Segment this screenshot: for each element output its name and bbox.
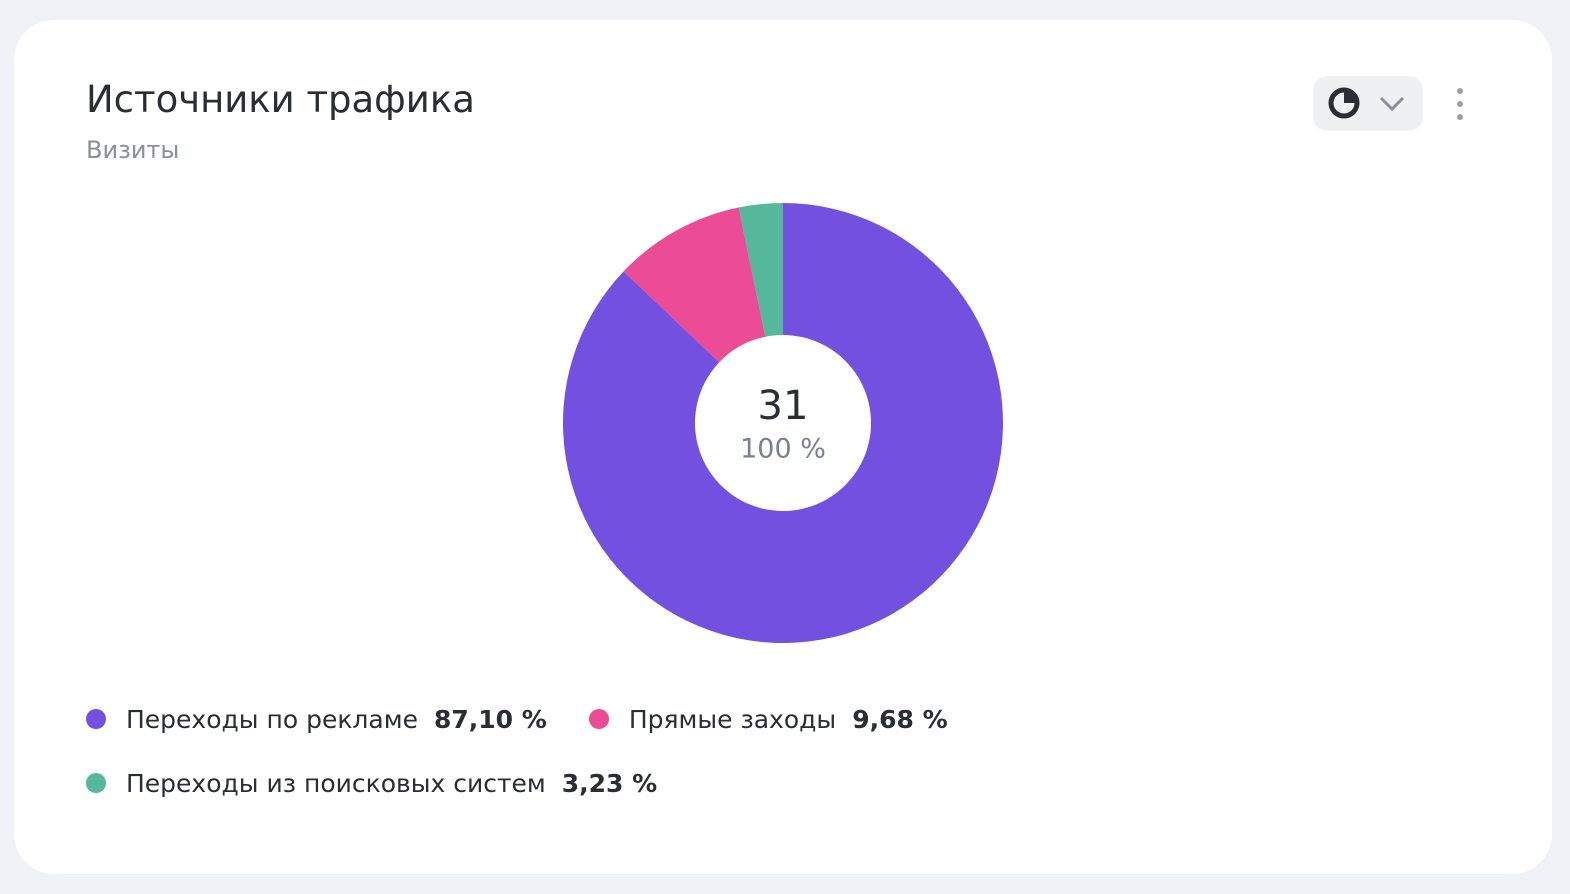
legend-dot [86, 709, 106, 729]
legend-dot [86, 773, 106, 793]
chevron [1379, 96, 1405, 112]
donut-slice [623, 207, 766, 363]
more-button[interactable] [1450, 84, 1470, 124]
chart-title: Источники трафика [86, 78, 475, 121]
button-icons [1328, 87, 1405, 119]
center-total: 31 [758, 383, 809, 429]
chart-subtitle: Визиты [86, 136, 180, 164]
legend-label: Переходы из поисковых систем [126, 768, 546, 798]
legend-label: Прямые заходы [628, 704, 837, 734]
donut-slice [563, 203, 1003, 643]
legend-value: 87,10 % [433, 704, 547, 734]
legend-item: Переходы по рекламе 87,10 % [86, 700, 547, 738]
legend-label: Переходы по рекламе [126, 704, 418, 734]
legend-dot [588, 709, 609, 729]
legend: Переходы по рекламе 87,10 % Прямые заходы 9… [86, 700, 986, 802]
legend-value: 9,68 % [852, 704, 948, 734]
legend-item: Прямые заходы 9,68 % [588, 700, 948, 738]
chart: 31 100 % [563, 203, 1003, 643]
donut-slice [738, 203, 783, 337]
card [14, 20, 1552, 874]
pie-icon-slice [1344, 90, 1357, 103]
center-share: 100 % [740, 434, 826, 465]
legend-value: 3,23 % [561, 768, 658, 798]
chart-type-button[interactable] [1313, 76, 1423, 131]
legend-item: Переходы из поисковых систем 3,23 % [86, 764, 657, 802]
